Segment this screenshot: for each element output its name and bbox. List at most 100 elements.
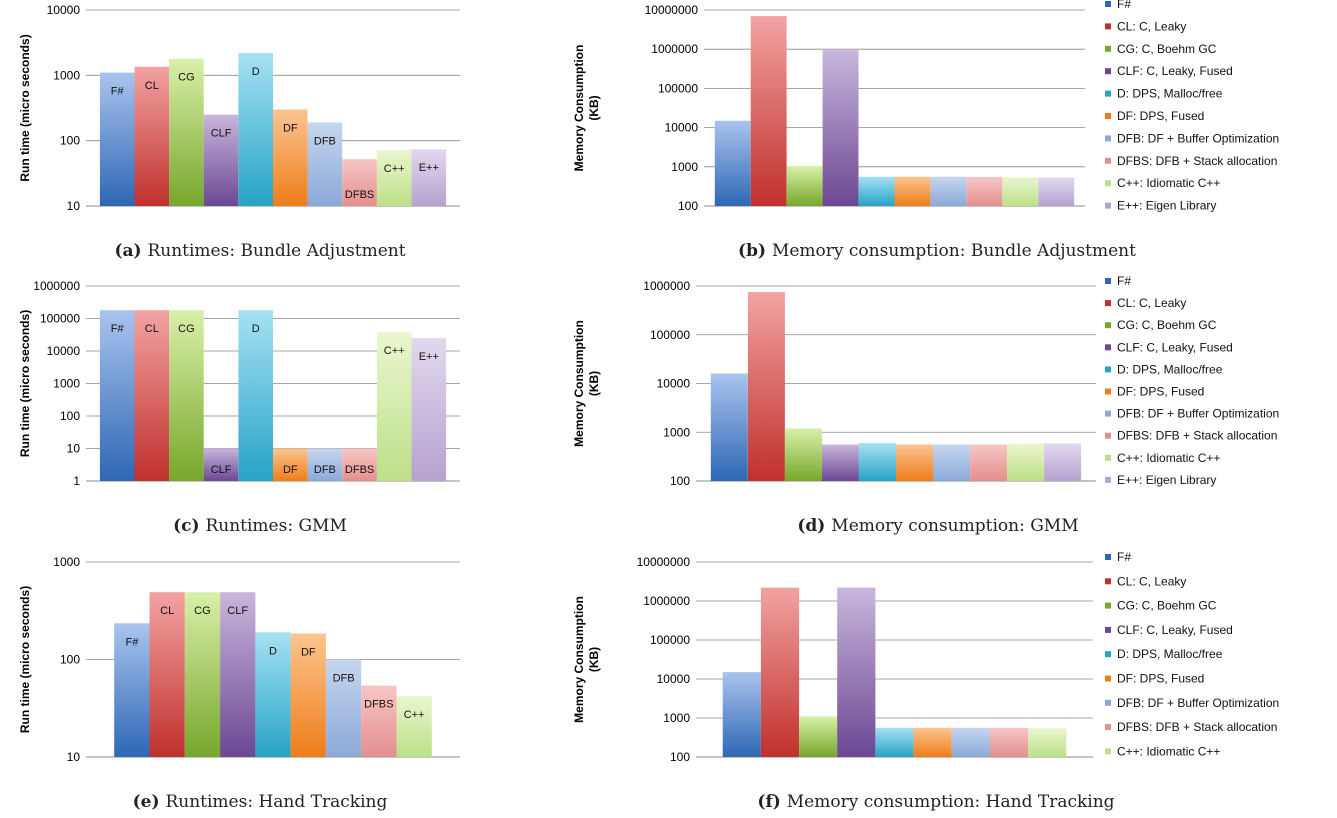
bar-label: F# [125, 636, 139, 648]
legend-entry: E++: Eigen Library [1117, 199, 1216, 213]
bar-label: DFBS [345, 464, 374, 476]
legend-swatch [1105, 476, 1111, 483]
bar-cpp [376, 332, 412, 481]
bar-label: E++ [419, 351, 439, 363]
bar-dfb [307, 122, 343, 206]
legend-swatch [1105, 68, 1111, 75]
legend-swatch [1105, 699, 1111, 706]
y-tick-label: 10 [67, 750, 81, 764]
bar-dfbs [989, 727, 1029, 757]
panel-caption: (c) Runtimes: GMM [173, 516, 347, 536]
legend-swatch [1105, 90, 1111, 97]
chart-panel-a: 10 100 1000 10000 Run time (micro seconds) F#… [18, 3, 460, 261]
bar-fsharp [714, 120, 751, 206]
y-tick-label: 10000 [665, 121, 699, 135]
y-tick-label: 1000000 [651, 42, 698, 56]
legend-swatch [1105, 202, 1111, 209]
bar-label: C++ [404, 709, 425, 721]
legend-swatch [1105, 724, 1111, 731]
legend-swatch [1105, 322, 1111, 329]
bar-clf [203, 448, 239, 481]
bar-df [913, 727, 952, 757]
bar-fsharp [99, 310, 135, 481]
legend-entry: DFBS: DFB + Stack allocation [1117, 720, 1277, 734]
y-tick-label: 100 [60, 409, 80, 423]
legend-swatch [1105, 23, 1111, 30]
y-tick-label: 10000 [657, 672, 691, 686]
bar-cg [799, 716, 838, 757]
legend-entry: DF: DPS, Fused [1117, 385, 1204, 399]
bar-cg [169, 310, 204, 481]
bar-label: CLF [211, 128, 232, 140]
bar-cpp [396, 696, 432, 757]
y-tick-label: 1000000 [33, 279, 80, 293]
y-tick-label: 1000000 [643, 279, 690, 293]
y-axis-title: Run time (micro seconds) [18, 586, 32, 733]
y-tick-label: 10000000 [637, 555, 691, 569]
bar-label: DFBS [345, 189, 374, 201]
legend-entry: F# [1117, 550, 1131, 564]
bar-cg [169, 58, 204, 207]
bar-dfbs [342, 159, 377, 206]
bar-clf [822, 50, 859, 206]
legend-swatch [1105, 1, 1111, 7]
bar-label: DF [283, 464, 298, 476]
legend-entry: D: DPS, Malloc/free [1117, 647, 1223, 661]
legend-entry: D: DPS, Malloc/free [1117, 87, 1223, 101]
bar-fsharp [722, 672, 761, 757]
bar-label: D [252, 323, 260, 335]
y-axis-title: Run time (micro seconds) [18, 310, 32, 457]
bar-cl [747, 292, 785, 481]
legend-entry: CL: C, Leaky [1117, 19, 1186, 33]
legend-swatch [1105, 602, 1111, 609]
bar-dfbs [361, 685, 397, 757]
bar-epp [411, 149, 447, 206]
legend-swatch [1105, 554, 1111, 560]
legend-entry: DFB: DF + Buffer Optimization [1117, 696, 1279, 710]
y-tick-label: 1000 [663, 425, 690, 439]
legend-entry: CLF: C, Leaky, Fused [1117, 623, 1233, 637]
bar-epp [1038, 177, 1075, 206]
y-tick-label: 10 [67, 442, 81, 456]
bar-df [894, 176, 931, 206]
bar-label: CL [160, 605, 174, 617]
chart-panel-b: 100 1000 10000 100000 1000000 10000000 Memory … [572, 0, 1279, 261]
bar-label: E++ [419, 162, 439, 174]
bar-label: CLF [227, 605, 248, 617]
legend-entry: C++: Idiomatic C++ [1117, 744, 1220, 758]
legend-swatch [1105, 432, 1111, 439]
legend-swatch [1105, 454, 1111, 461]
chart-panel-d: 100 1000 10000 100000 1000000 Memory Consumpt… [572, 274, 1279, 536]
y-tick-label: 1000000 [643, 594, 690, 608]
bar-dfbs [970, 444, 1008, 481]
y-tick-label: 100000 [658, 81, 698, 95]
bar-label: CLF [211, 464, 232, 476]
legend-swatch [1105, 388, 1111, 395]
legend-entry: DF: DPS, Fused [1117, 109, 1204, 123]
legend-entry: CLF: C, Leaky, Fused [1117, 340, 1233, 354]
legend-swatch [1105, 278, 1111, 284]
y-tick-label: 1 [73, 474, 80, 488]
legend-entry: CL: C, Leaky [1117, 574, 1186, 588]
bar-label: CL [145, 323, 159, 335]
y-tick-label: 10 [67, 199, 81, 213]
bar-cpp [1028, 728, 1067, 757]
legend-entry: DF: DPS, Fused [1117, 672, 1204, 686]
bar-cl [134, 310, 170, 481]
y-axis-title: Memory Consumption(KB) [572, 45, 601, 172]
bar-cg [784, 428, 822, 481]
legend-entry: E++: Eigen Library [1117, 473, 1216, 487]
legend-swatch [1105, 180, 1111, 187]
bar-fsharp [710, 373, 748, 481]
legend-swatch [1105, 344, 1111, 351]
legend-entry: CG: C, Boehm GC [1117, 42, 1217, 56]
bar-cg [184, 592, 221, 757]
bar-epp [411, 338, 447, 481]
legend-entry: DFB: DF + Buffer Optimization [1117, 407, 1279, 421]
y-tick-label: 100 [670, 750, 690, 764]
y-tick-label: 100 [60, 134, 80, 148]
bar-label: DFBS [364, 699, 393, 711]
bar-cg [786, 166, 823, 206]
bar-cpp [1002, 177, 1039, 206]
bar-dfb [325, 659, 362, 757]
